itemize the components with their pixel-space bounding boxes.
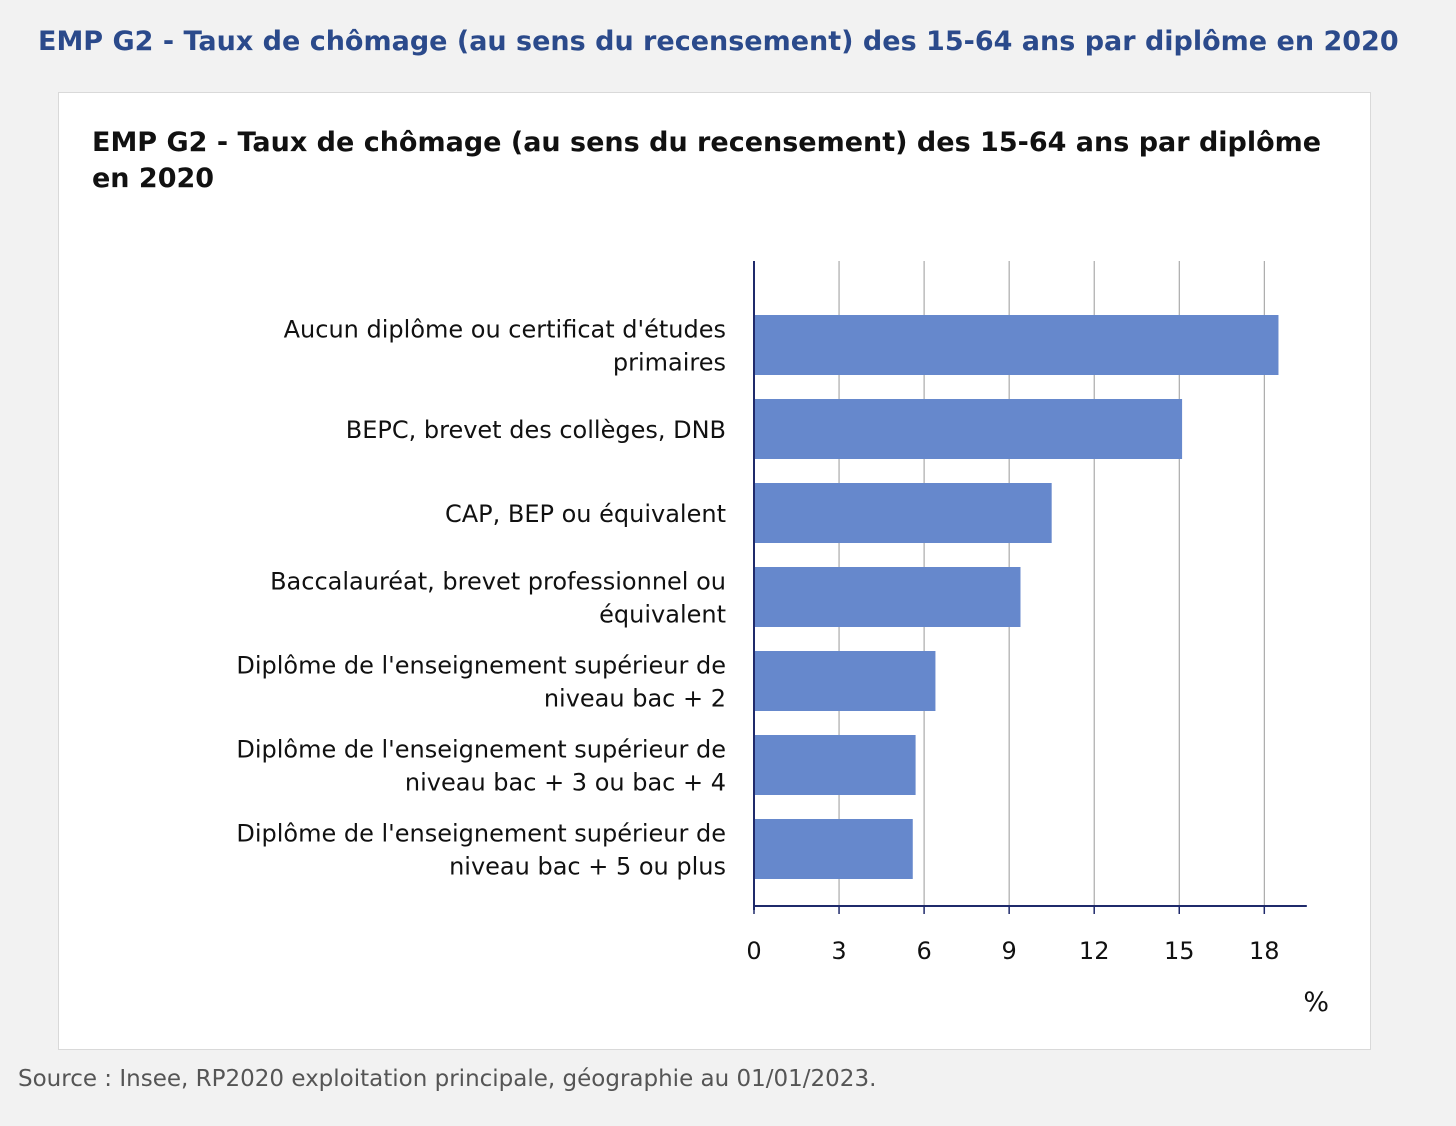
x-axis-unit-label: % xyxy=(1303,987,1329,1018)
category-label: CAP, BEP ou équivalent xyxy=(445,500,726,528)
category-label: Baccalauréat, brevet professionnel ou xyxy=(270,568,726,596)
bar xyxy=(754,735,916,795)
category-label: primaires xyxy=(613,349,726,377)
chart-title: EMP G2 - Taux de chômage (au sens du rec… xyxy=(92,127,1322,194)
bar-chart: Aucun diplôme ou certificat d'études prim… xyxy=(236,261,1329,1018)
category-label: niveau bac + 5 ou plus xyxy=(449,853,726,881)
category-label: Aucun diplôme ou certificat d'études xyxy=(284,316,726,344)
bar xyxy=(754,399,1183,459)
category-label: Diplôme de l'enseignement supérieur de xyxy=(236,736,726,764)
bar xyxy=(754,483,1052,543)
category-label: niveau bac + 2 xyxy=(544,685,726,713)
tick-label: 18 xyxy=(1249,937,1280,965)
tick-label: 3 xyxy=(831,937,846,965)
tick-label: 9 xyxy=(1002,937,1017,965)
tick-label: 15 xyxy=(1164,937,1195,965)
bar xyxy=(754,651,936,711)
category-label: Diplôme de l'enseignement supérieur de xyxy=(236,820,726,848)
source-note: Source : Insee, RP2020 exploitation prin… xyxy=(18,1066,877,1092)
chart-card: EMP G2 - Taux de chômage (au sens du rec… xyxy=(58,92,1371,1050)
bar xyxy=(754,315,1279,375)
category-label: équivalent xyxy=(599,601,726,629)
tick-label: 6 xyxy=(916,937,931,965)
tick-label: 0 xyxy=(746,937,761,965)
bar xyxy=(754,819,913,879)
category-label: Diplôme de l'enseignement supérieur de xyxy=(236,652,726,680)
page-heading: EMP G2 - Taux de chômage (au sens du rec… xyxy=(38,26,1399,57)
category-label: BEPC, brevet des collèges, DNB xyxy=(346,416,726,444)
tick-label: 12 xyxy=(1079,937,1110,965)
bar xyxy=(754,567,1021,627)
category-label: niveau bac + 3 ou bac + 4 xyxy=(405,769,726,797)
